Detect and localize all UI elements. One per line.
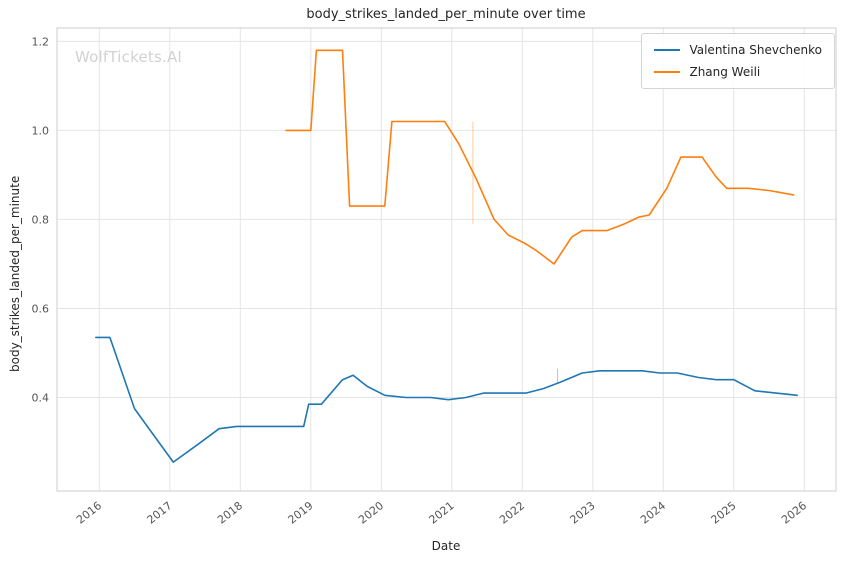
x-tick-label: 2018: [215, 499, 245, 526]
legend-label: Zhang Weili: [689, 65, 761, 79]
y-axis-label: body_strikes_landed_per_minute: [8, 175, 22, 372]
x-tick-label: 2022: [497, 499, 527, 526]
y-tick-label: 0.6: [32, 302, 50, 315]
legend-item: Zhang Weili: [654, 65, 822, 79]
x-tick-label: 2019: [286, 499, 316, 526]
x-tick-label: 2020: [356, 499, 386, 526]
legend-item: Valentina Shevchenko: [654, 43, 822, 57]
y-tick-label: 0.8: [32, 213, 50, 226]
series-line-0: [95, 336, 799, 463]
legend: Valentina Shevchenko Zhang Weili: [641, 33, 835, 89]
y-tick-label: 1.0: [32, 124, 50, 137]
x-tick-label: 2021: [427, 499, 457, 526]
legend-line-swatch: [654, 71, 681, 73]
x-tick-label: 2017: [145, 499, 175, 526]
y-tick-label: 1.2: [32, 35, 50, 48]
x-tick-label: 2023: [568, 499, 598, 526]
x-tick-label: 2024: [638, 499, 668, 526]
watermark: WolfTickets.AI: [75, 48, 183, 66]
legend-line-swatch: [654, 49, 681, 51]
legend-label: Valentina Shevchenko: [689, 43, 822, 57]
x-tick-label: 2016: [74, 499, 104, 526]
x-tick-label: 2025: [709, 499, 739, 526]
y-tick-label: 0.4: [32, 392, 50, 405]
series-line-1: [285, 49, 795, 265]
x-axis-label: Date: [431, 539, 461, 553]
x-tick-label: 2026: [779, 499, 809, 526]
plot-border: [56, 27, 837, 492]
chart-title: body_strikes_landed_per_minute over time: [306, 7, 586, 22]
